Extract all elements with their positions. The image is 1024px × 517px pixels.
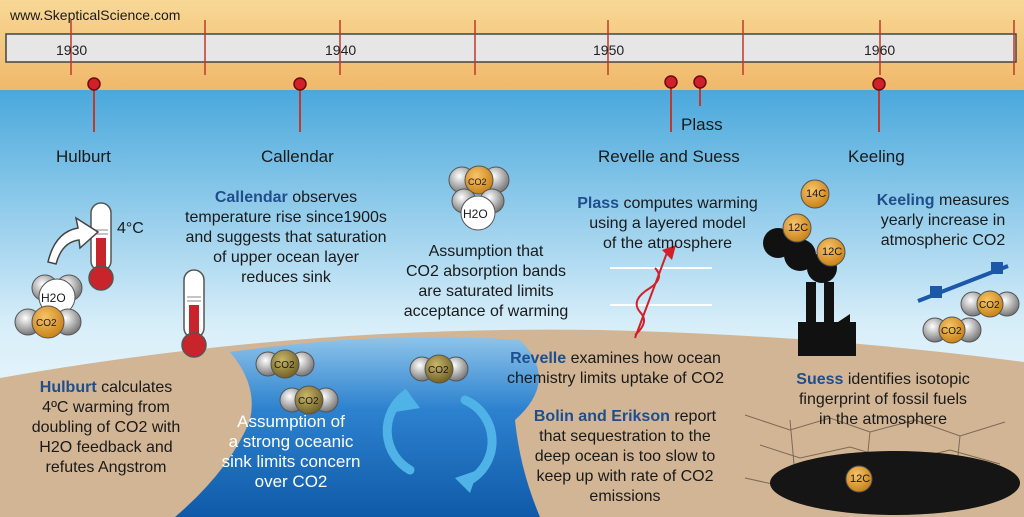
h2o-label: H2O [41,291,66,305]
co2-label: CO2 [468,177,487,187]
arrow-head [395,388,420,412]
person-label-callendar: Callendar [261,147,334,166]
co2-label: CO2 [298,396,319,407]
factory-icon [798,282,856,356]
temperature-label: 4°C [117,220,144,237]
h2o-molecule-icon [451,188,505,231]
carbon-isotope-icon [782,179,873,493]
co2-molecule-icon [448,165,510,195]
co2-molecule-icon [922,316,982,344]
radiation-wave-icon [634,267,660,336]
caption-absorption-bands: Assumption that CO2 absorption bands are… [403,243,569,320]
circulation-arrows [382,390,497,485]
person-label-revelle-suess: Revelle and Suess [598,147,740,166]
person-label-hulburt: Hulburt [56,147,111,166]
ocean [175,336,540,517]
tick-label: 1940 [325,42,357,58]
co2-label: CO2 [428,365,449,376]
increase-trend-icon [917,262,1009,303]
co2-molecule-icon [279,385,339,415]
co2-label: CO2 [274,360,295,371]
person-label-keeling: Keeling [848,147,905,166]
isotope-label: 14C [806,188,827,200]
co2-molecule-icon [409,354,469,384]
caption-hulburt: Hulburt calculates 4ºC warming from doub… [31,379,181,476]
marker-dots [87,75,886,91]
caption-ocean-sink: Assumption of a strong oceanic sink limi… [221,412,361,491]
co2-molecule-icon [960,290,1020,318]
markers [93,84,880,132]
arrow-head [455,470,478,493]
co2-label: CO2 [941,326,962,337]
thermometer-icon [88,202,114,291]
tick-label: 1950 [593,42,625,58]
caption-suess: Suess identifies isotopic fingerprint of… [796,371,970,428]
caption-callendar: Callendar observes temperature rise sinc… [185,189,387,286]
caption-keeling: Keeling measures yearly increase in atmo… [876,192,1010,249]
caption-plass: Plass computes warming using a layered m… [577,195,758,252]
isotope-label: 12C [850,473,871,485]
isotope-label: 12C [788,222,809,234]
h2o-label: H2O [463,207,488,221]
tick-label: 1960 [864,42,896,58]
co2-label: CO2 [979,300,1000,311]
person-label-plass: Plass [681,115,723,134]
caption-revelle: Revelle examines how ocean chemistry lim… [507,350,724,387]
timeline-ticks [70,20,1015,75]
curved-arrow-icon [47,216,100,265]
tick-label: 1930 [56,42,88,58]
co2-molecule-icon [14,305,82,339]
isotope-label: 12C [822,246,843,258]
thermometer-icon [181,269,207,358]
arrow-head [662,245,676,260]
watermark: www.SkepticalScience.com [10,7,181,23]
coal-deposit [770,451,1020,515]
timeline-bar [5,33,1017,63]
caption-bolin-erikson: Bolin and Erikson report that sequestrat… [533,408,717,505]
co2-molecule-icon [255,349,315,379]
co2-label: CO2 [36,318,57,329]
